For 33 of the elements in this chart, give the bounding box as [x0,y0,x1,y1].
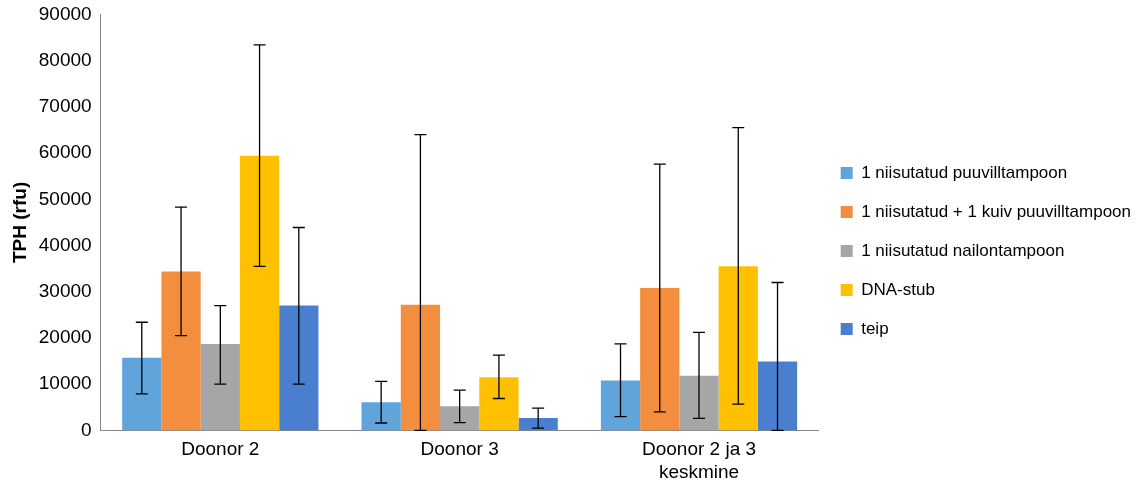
y-tick-label: 10000 [38,372,92,394]
y-tick-label: 60000 [38,141,92,163]
bar [757,361,798,431]
x-tick-label: Doonor 2 [181,438,260,460]
x-tick-label: Doonor 3 [420,438,499,460]
bar [122,357,162,431]
bar [679,375,719,431]
bar [279,305,319,431]
legend-label: 1 niisutatud nailontampoon [861,240,1065,260]
bar [361,402,401,431]
y-axis-title: TPH (rfu) [8,181,30,264]
bar [400,304,441,431]
y-tick-label: 90000 [38,2,92,24]
y-tick-label: 20000 [38,326,92,348]
bar [440,406,480,431]
bar [200,343,240,431]
bar [600,380,641,431]
bar [718,266,758,431]
legend-label: 1 niisutatud + 1 kuiv puuvilltampoon [861,201,1131,221]
y-tick-label: 30000 [38,279,92,301]
bar [640,288,680,431]
legend-label: DNA-stub [861,279,935,299]
legend-label: 1 niisutatud puuvilltampoon [861,162,1068,182]
y-tick-label: 70000 [38,95,92,117]
y-tick-label: 40000 [38,233,92,255]
legend-label: teip [861,318,889,338]
x-tick-label: Doonor 2 ja 3 keskmine [641,438,757,482]
y-tick-label: 50000 [38,187,92,209]
bar [161,271,201,431]
y-tick-label: 0 [81,418,92,440]
bar [479,377,519,431]
y-tick-label: 80000 [38,48,92,70]
bar [239,155,280,431]
